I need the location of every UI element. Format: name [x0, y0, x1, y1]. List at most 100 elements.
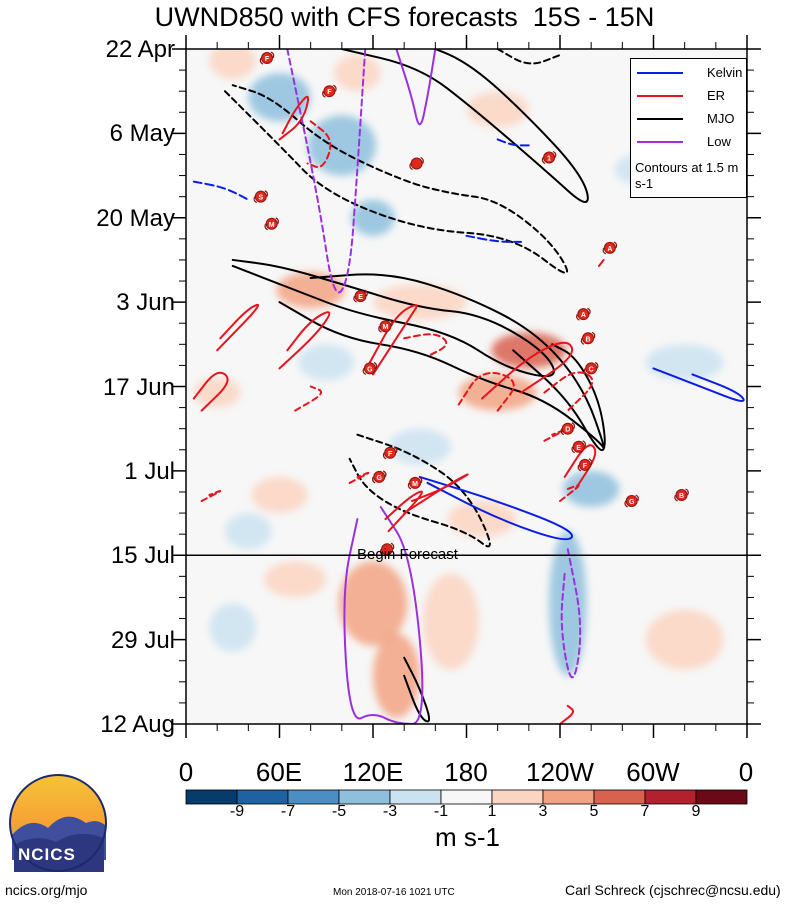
legend-label: Kelvin [707, 65, 743, 80]
contour-er [306, 120, 332, 168]
storm-marker-icon: G [362, 361, 378, 375]
axis-ticks [172, 35, 761, 738]
colorbar-swatch [236, 789, 289, 805]
anomaly-patch [263, 561, 327, 598]
contour-er [563, 444, 597, 490]
contour-er [294, 385, 323, 412]
storm-marker-icon: C [583, 361, 599, 375]
storm-label: F [583, 463, 588, 470]
contour-er [192, 371, 229, 412]
storm-layer: F F 1 S M A E M G A B C D E F F G M G B [253, 51, 689, 556]
contour-kelvin [465, 234, 523, 243]
storm-marker-icon: F [259, 51, 275, 65]
storm-label: M [412, 481, 418, 488]
contour-note: Contours at 1.5 m s-1 [635, 160, 739, 191]
chart-title: UWND850 with CFS forecasts 15S - 15N [154, 2, 655, 32]
contour-er [481, 341, 574, 400]
colorbar-swatch [287, 789, 340, 805]
contour-kelvin [496, 138, 530, 147]
storm-marker-icon: B [580, 331, 596, 345]
contour-mjo [496, 49, 561, 65]
anomaly-patch [298, 344, 355, 381]
colorbar-swatch [593, 789, 646, 805]
colorbar-swatch [389, 789, 442, 805]
y-tick-label: 3 Jun [116, 289, 175, 316]
contour-layer [192, 49, 745, 724]
contour-mjo [348, 433, 491, 548]
legend-line [637, 118, 683, 120]
colorbar-label: 7 [640, 803, 650, 820]
anomaly-patch [351, 199, 395, 236]
storm-label: D [565, 427, 570, 434]
legend-line [637, 72, 683, 74]
storm-marker-icon: 1 [541, 150, 557, 165]
contour-er [278, 311, 331, 370]
x-tick-label: 120W [526, 757, 594, 787]
storm-marker-icon: F [577, 458, 593, 472]
x-tick-label: 0 [738, 757, 754, 787]
legend-item-er: ER [637, 88, 742, 104]
storm-label: B [679, 493, 684, 500]
contour-er [559, 484, 580, 503]
storm-label: A [581, 312, 586, 319]
contour-er [200, 489, 222, 503]
colorbar-swatch [542, 789, 595, 805]
storm-label: 1 [547, 155, 551, 162]
contour-er [403, 473, 469, 515]
storm-label: G [629, 499, 635, 506]
contour-kelvin [192, 180, 250, 201]
legend-item-mjo: MJO [637, 111, 742, 127]
contour-mjo [403, 656, 431, 723]
contour-kelvin [652, 367, 745, 402]
storm-label: G [377, 475, 383, 482]
colorbar-swatch [695, 789, 748, 805]
legend-item-low: Low [637, 134, 742, 150]
storm-label: B [586, 336, 591, 343]
anomaly-patch [334, 55, 381, 92]
storm-label: E [358, 294, 363, 301]
x-tick-label: 180 [444, 757, 488, 787]
contour-er [597, 258, 605, 267]
y-tick-label: 12 Aug [100, 711, 175, 738]
storm-label: G [367, 366, 373, 373]
footer-url[interactable]: ncics.org/mjo [5, 882, 88, 898]
anomaly-patch [563, 470, 620, 508]
x-tick-label: 0 [178, 757, 194, 787]
footer-author: Carl Schreck (cjschrec@ncsu.edu) [565, 882, 781, 898]
storm-label: A [607, 246, 612, 253]
storm-marker-icon: E [571, 440, 586, 454]
contour-er [278, 95, 310, 141]
storm-label: M [269, 222, 275, 229]
colorbar-swatch [644, 789, 697, 805]
storm-marker-icon: D [560, 422, 576, 436]
contour-low [560, 548, 582, 679]
anomaly-patch [447, 501, 517, 538]
storm-marker-icon: E [353, 289, 368, 303]
anomaly-patch [224, 513, 272, 550]
storm-marker-icon [409, 156, 424, 171]
contour-er [216, 303, 260, 352]
contour-mjo [231, 258, 555, 378]
ncics-logo-text: NCICS [18, 845, 76, 864]
storm-marker-icon: G [624, 494, 639, 508]
anomaly-patch [388, 428, 451, 465]
colorbar-label: 9 [691, 803, 701, 820]
x-tick-label: 60W [626, 757, 680, 787]
contour-er [457, 371, 515, 412]
anomaly-patch [466, 91, 529, 128]
storm-marker-icon: A [602, 241, 618, 255]
anomaly-patch [373, 633, 420, 718]
legend-line [637, 95, 683, 97]
storm-label: C [589, 366, 594, 373]
colorbar-unit: m s-1 [435, 822, 500, 852]
storm-marker-icon: M [378, 319, 393, 333]
colorbar-label: -1 [433, 803, 449, 820]
anomaly-patch [209, 49, 257, 80]
legend-label: Low [707, 134, 731, 149]
storm-label: M [383, 324, 389, 331]
contour-er [543, 371, 594, 412]
colorbar-swatch [338, 789, 391, 805]
legend: Kelvin ER MJO Low Contours at 1.5 m s-1 [630, 58, 747, 198]
colorbar-label: -9 [229, 803, 245, 820]
x-tick-label: 120E [342, 757, 404, 787]
